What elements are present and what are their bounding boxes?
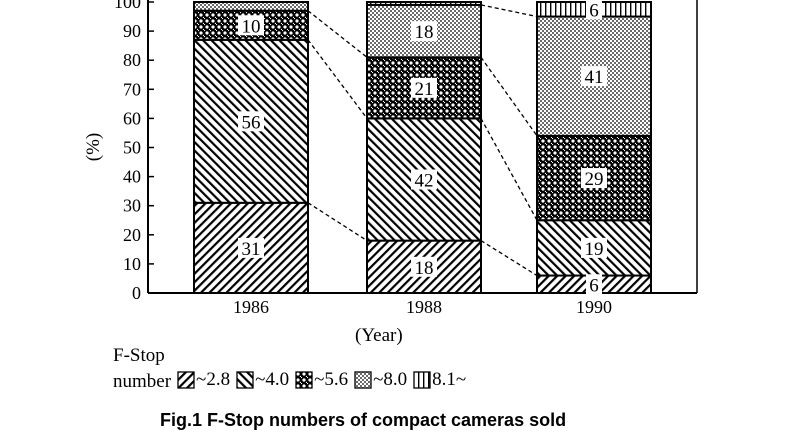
data-label-bg <box>581 237 607 258</box>
legend-item: ~8.0 <box>348 369 407 391</box>
connector-line <box>307 10 368 58</box>
data-label: 18 <box>415 258 434 279</box>
connector-line <box>480 240 538 277</box>
data-label: 6 <box>589 0 599 21</box>
data-label: 31 <box>242 239 261 260</box>
legend-item: 8.1~ <box>407 369 466 391</box>
data-label-bg <box>411 256 437 277</box>
figure-caption: Fig.1 F-Stop numbers of compact cameras … <box>160 410 567 430</box>
y-tick-label: 60 <box>123 108 141 128</box>
x-axis-label: (Year) <box>355 325 403 346</box>
connector-line <box>307 202 368 242</box>
legend-title: F-Stop <box>113 345 165 366</box>
connector-line <box>307 39 368 119</box>
data-label: 56 <box>242 112 261 133</box>
legend-swatch <box>295 371 313 389</box>
data-label-bg <box>586 0 602 20</box>
connector-line <box>480 118 538 221</box>
y-tick-label: 30 <box>123 196 141 216</box>
legend: number ~2.8 ~4.0 ~5.6 ~8.0 8.1~ <box>113 369 466 395</box>
data-label-bg <box>411 21 437 42</box>
data-label-bg <box>238 111 264 132</box>
data-label: 18 <box>415 22 434 43</box>
connector-line <box>480 56 538 137</box>
data-label: 10 <box>242 16 261 37</box>
data-label-bg <box>238 15 264 36</box>
legend-label: ~5.6 <box>314 369 349 390</box>
legend-swatch <box>236 371 254 389</box>
data-label: 6 <box>589 275 599 296</box>
y-axis-label: (%) <box>83 132 105 162</box>
y-tick-label: 70 <box>123 79 141 99</box>
x-tick-label: 1988 <box>406 297 442 317</box>
data-label: 29 <box>585 169 604 190</box>
y-tick-label: 50 <box>123 138 141 158</box>
y-tick-label: 0 <box>132 283 141 303</box>
data-label-bg <box>238 237 264 258</box>
legend-label: ~4.0 <box>255 369 290 390</box>
data-label: 21 <box>415 79 434 100</box>
legend-item: ~4.0 <box>230 369 289 391</box>
y-tick-label: 80 <box>123 50 141 70</box>
data-label: 42 <box>415 171 434 192</box>
data-label: 19 <box>585 239 604 260</box>
legend-swatch <box>413 371 431 389</box>
y-tick-label: 90 <box>123 21 141 41</box>
bar-segment <box>366 1 482 6</box>
data-label-bg <box>411 77 437 98</box>
y-tick-label: 10 <box>123 254 141 274</box>
legend-label: ~8.0 <box>373 369 408 390</box>
x-tick-label: 1990 <box>576 297 612 317</box>
y-tick-label: 20 <box>123 225 141 245</box>
legend-title-line2: number <box>113 371 172 392</box>
data-label-bg <box>581 66 607 87</box>
y-tick-label: 100 <box>114 0 141 12</box>
data-label-bg <box>581 168 607 189</box>
legend-item: ~2.8 <box>171 369 230 391</box>
data-label-bg <box>411 169 437 190</box>
y-tick-label: 40 <box>123 167 141 187</box>
connector-line <box>480 4 538 18</box>
legend-item: ~5.6 <box>289 369 348 391</box>
data-label-bg <box>586 274 602 295</box>
x-tick-label: 1986 <box>233 297 269 317</box>
data-label: 41 <box>585 67 604 88</box>
legend-swatch <box>354 371 372 389</box>
legend-label: 8.1~ <box>432 369 467 390</box>
legend-label: ~2.8 <box>196 369 231 390</box>
bar-segment <box>193 1 309 12</box>
legend-swatch <box>177 371 195 389</box>
